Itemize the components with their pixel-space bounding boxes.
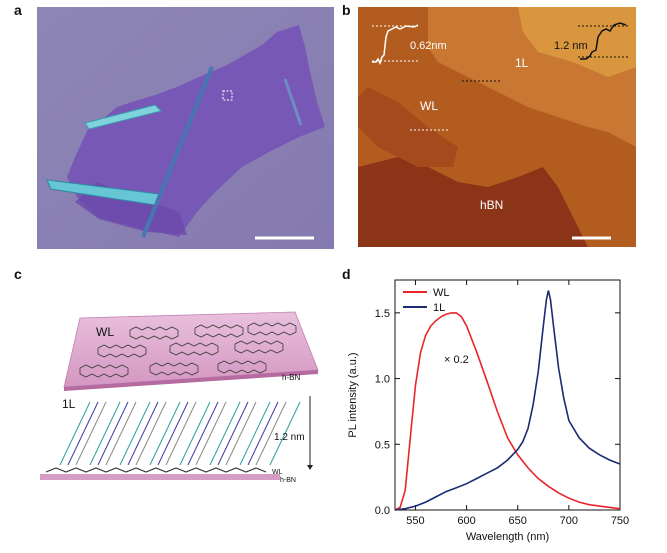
- series-line-1l: [394, 290, 621, 511]
- step-height-left: 0.62nm: [410, 40, 447, 52]
- panel-a-letter: a: [14, 2, 22, 18]
- label-hbn: hBN: [480, 198, 503, 212]
- y-tick-label: 0.5: [375, 439, 390, 451]
- plot-frame: [394, 279, 621, 511]
- scale-annotation: × 0.2: [444, 354, 469, 366]
- crystal-top-left: [84, 104, 162, 130]
- 1l-molecules: [59, 401, 301, 466]
- legend-label-wl: WL: [433, 287, 450, 299]
- label-wl: WL: [420, 99, 438, 113]
- label-1l: 1L: [515, 56, 529, 70]
- crystal-edge: [283, 78, 303, 126]
- series-line-wl: [394, 312, 621, 511]
- panel-c-letter: c: [14, 266, 22, 282]
- panel-b-letter: b: [342, 2, 351, 18]
- region-bright: [518, 7, 636, 77]
- y-axis-label: PL intensity (a.u.): [347, 352, 359, 437]
- x-tick-label: 600: [457, 515, 475, 527]
- height-profile-right: [580, 22, 627, 60]
- legend-label-1l: 1L: [433, 302, 445, 314]
- label-hbn-top: h-BN: [282, 373, 300, 382]
- label-height: 1.2 nm: [274, 432, 305, 443]
- wl-bottom-layer: [45, 467, 267, 473]
- crystal-needle: [141, 66, 214, 238]
- x-tick-label: 750: [611, 515, 629, 527]
- optical-micrograph: [37, 7, 334, 249]
- y-tick-label: 1.0: [375, 374, 390, 386]
- afm-image: 0.62nm 1.2 nm 1L WL hBN: [358, 7, 636, 247]
- hbn-bottom-slab: [40, 474, 280, 480]
- label-hbn-bottom: h-BN: [280, 477, 296, 484]
- x-tick-label: 700: [560, 515, 578, 527]
- x-axis-label: Wavelength (nm): [466, 531, 549, 543]
- flake-region: [67, 25, 325, 237]
- label-wl-bottom: WL: [272, 469, 283, 476]
- wl-molecules: [79, 322, 297, 378]
- region-wl-dark: [358, 87, 458, 167]
- molecular-schematic: WL h-BN 1L 1.2 nm WL h-BN: [40, 311, 319, 484]
- panel-d-letter: d: [342, 266, 351, 282]
- x-tick-label: 550: [406, 515, 424, 527]
- step-height-right: 1.2 nm: [554, 40, 588, 52]
- label-wl-top: WL: [96, 325, 114, 339]
- y-tick-label: 0.0: [375, 505, 390, 517]
- pl-chart: 550 600 650 700 750 0.0 0.5 1.0 1.5 Wavelength (n…: [347, 279, 629, 543]
- x-tick-label: 650: [509, 515, 527, 527]
- afm-region-box: [222, 90, 233, 101]
- region-hbn: [358, 157, 588, 247]
- y-tick-label: 1.5: [375, 308, 390, 320]
- label-1l: 1L: [62, 397, 76, 411]
